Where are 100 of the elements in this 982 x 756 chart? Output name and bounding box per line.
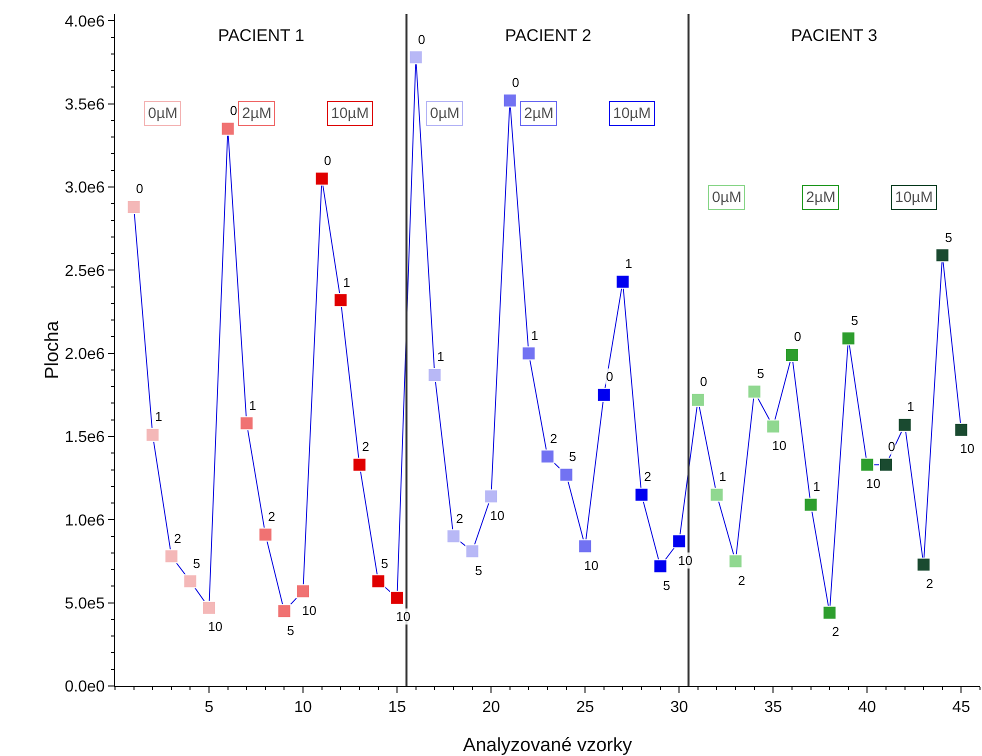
text: 0µM — [712, 189, 742, 206]
point — [390, 590, 404, 605]
annotation: 2 — [550, 431, 558, 446]
y-tick-label: 2.5e6 — [64, 262, 105, 280]
text: 10µM — [613, 105, 651, 122]
text: 10µM — [331, 105, 369, 122]
annotation: 0 — [136, 181, 144, 196]
annotation: 0 — [230, 103, 238, 118]
x-tick-label: 45 — [952, 699, 970, 716]
annotation: 1 — [249, 398, 256, 413]
point — [710, 488, 724, 502]
annotation: 5 — [475, 563, 482, 578]
point — [371, 574, 386, 588]
point — [578, 539, 592, 554]
annotation: 5 — [287, 623, 294, 638]
point — [540, 449, 554, 464]
annotation: 5 — [381, 556, 388, 571]
point — [559, 468, 574, 482]
point — [314, 172, 329, 186]
x-tick-label: 40 — [858, 699, 876, 716]
point — [878, 458, 893, 472]
annotation: 10 — [490, 508, 504, 523]
annotation: 1 — [625, 256, 632, 271]
annotation: 1 — [531, 328, 538, 343]
point — [296, 584, 310, 598]
annotation: 5 — [569, 449, 576, 464]
annotation: 10 — [396, 609, 410, 624]
point — [596, 388, 611, 402]
annotation: 10 — [772, 438, 786, 453]
annotation: 1 — [155, 409, 162, 424]
text: 10µM — [895, 189, 933, 206]
y-tick-label: 1.0e6 — [64, 512, 105, 530]
point — [126, 200, 141, 214]
point — [766, 420, 780, 434]
point — [446, 529, 460, 544]
annotation: 2 — [362, 439, 370, 454]
text: 0µM — [148, 105, 178, 122]
y-tick-label: 4.0e6 — [64, 13, 105, 30]
point — [954, 422, 968, 437]
annotation: 5 — [193, 556, 200, 571]
annotation: 2 — [268, 509, 276, 524]
point — [258, 528, 272, 542]
annotation: 0 — [418, 32, 426, 47]
point — [653, 559, 668, 574]
annotation: 1 — [907, 399, 914, 414]
annotation: 0 — [700, 374, 708, 389]
x-tick-label: 5 — [204, 699, 214, 716]
series-label: 2µM — [242, 105, 272, 122]
point — [277, 604, 292, 618]
annotation: 0 — [512, 75, 520, 90]
x-tick-label: 35 — [764, 699, 782, 716]
annotation: 1 — [813, 479, 820, 494]
annotation: 2 — [926, 576, 934, 591]
point — [747, 384, 762, 399]
annotation: 10 — [208, 619, 222, 634]
y-tick-label: 5.0e5 — [64, 595, 105, 612]
point — [484, 489, 498, 504]
point — [202, 600, 216, 615]
point — [784, 348, 799, 362]
annotation: PACIENT 2 — [505, 26, 592, 45]
annotation: 10 — [678, 553, 692, 568]
annotation: 1 — [343, 275, 350, 290]
point — [860, 458, 874, 472]
annotation: 0 — [794, 329, 802, 344]
annotation: 10 — [866, 476, 880, 491]
point — [164, 549, 178, 564]
point — [804, 498, 818, 512]
point — [220, 122, 235, 136]
annotation: 0 — [888, 439, 896, 454]
point — [822, 606, 837, 620]
point — [334, 293, 348, 308]
annotation: PACIENT 1 — [218, 26, 304, 45]
point — [728, 554, 743, 568]
annotation: 10 — [584, 558, 598, 573]
annotation: 5 — [757, 366, 764, 381]
point — [428, 368, 442, 382]
point — [502, 94, 517, 108]
x-tick-label: 15 — [388, 699, 406, 716]
y-tick-label: 0.0e0 — [64, 678, 105, 696]
annotation: 2 — [644, 469, 652, 484]
point — [146, 428, 160, 442]
y-tick-label: 3.5e6 — [64, 96, 105, 114]
point — [634, 488, 649, 502]
text: 0µM — [430, 105, 460, 122]
point — [240, 416, 254, 430]
point — [465, 544, 480, 558]
annotation: 10 — [302, 603, 316, 618]
y-tick-label: 3.0e6 — [64, 180, 105, 197]
point — [408, 50, 423, 64]
annotation: 2 — [738, 573, 746, 588]
x-axis-title: Analyzované vzorky — [463, 735, 632, 756]
annotation: 0 — [606, 369, 614, 384]
x-tick-label: 25 — [576, 699, 594, 716]
point — [352, 458, 366, 472]
point — [522, 346, 536, 360]
annotation: 1 — [437, 349, 444, 364]
x-tick-label: 30 — [670, 699, 688, 716]
y-tick-label: 2.0e6 — [64, 346, 105, 363]
point — [690, 392, 705, 407]
x-tick-label: 20 — [482, 699, 500, 716]
